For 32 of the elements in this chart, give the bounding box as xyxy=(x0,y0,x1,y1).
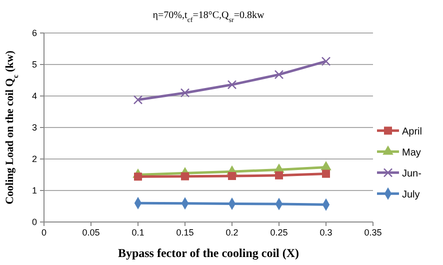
x-tick-label: 0 xyxy=(41,227,47,238)
x-tick-label: 0.15 xyxy=(176,227,194,238)
point xyxy=(275,171,283,180)
point xyxy=(133,95,143,104)
point xyxy=(228,172,236,180)
x-tick-label: 0.05 xyxy=(82,227,100,238)
y-tick-label: 1 xyxy=(32,185,37,196)
y-tick-label: 6 xyxy=(32,28,37,38)
y-tick-label: 4 xyxy=(32,90,37,101)
y-tick-label: 2 xyxy=(32,154,37,164)
x-tick-label: 0.25 xyxy=(270,227,288,238)
x-tick-label: 0.3 xyxy=(320,227,332,238)
point xyxy=(227,80,237,90)
x-tick-label: 0.1 xyxy=(132,227,144,238)
legend-label: July xyxy=(402,190,420,201)
point xyxy=(321,56,331,66)
point xyxy=(181,172,189,180)
point xyxy=(274,70,284,80)
point xyxy=(322,170,330,178)
point xyxy=(134,172,142,181)
legend-label: May xyxy=(402,148,421,159)
point xyxy=(180,88,190,98)
y-tick-label: 3 xyxy=(32,122,37,132)
legend-label: April xyxy=(402,126,422,138)
y-tick-label: 5 xyxy=(32,59,37,70)
point xyxy=(320,160,332,170)
chart-title: η=70%,t$_{cf}$=18°C,Q$_{sr}$=0.8kw xyxy=(152,10,265,24)
y-tick-label: 0 xyxy=(32,216,37,227)
x-axis-title: Bypass fector of the cooling coil (X) xyxy=(118,246,300,260)
x-tick-label: 0.35 xyxy=(364,227,382,238)
x-tick-label: 0.2 xyxy=(226,227,238,238)
legend-label: Jun- xyxy=(402,168,422,180)
